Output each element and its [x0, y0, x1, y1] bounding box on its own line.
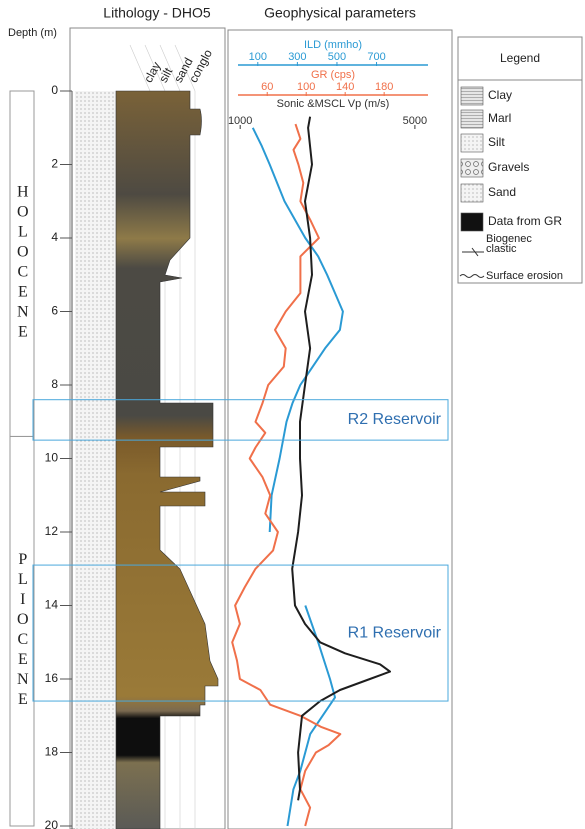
- legend-label: clastic: [486, 243, 517, 255]
- geophysics-title: Geophysical parameters: [264, 5, 416, 21]
- log-curve: [231, 123, 342, 827]
- legend-label: Gravels: [488, 160, 529, 174]
- x-tick-label: 500: [328, 51, 346, 63]
- y-tick-label: 0: [51, 83, 58, 97]
- log-curve: [291, 116, 391, 801]
- y-tick-label: 12: [45, 524, 59, 538]
- lithology-strip: [75, 91, 116, 829]
- y-tick-label: 8: [51, 377, 58, 391]
- x-tick-label: 700: [367, 51, 385, 63]
- x-tick-label: 100: [297, 81, 315, 93]
- y-tick-label: 6: [51, 304, 58, 318]
- grain-size-profile: [115, 90, 219, 829]
- legend-swatch: [460, 109, 484, 129]
- x-tick-label: 140: [336, 81, 354, 93]
- legend-swatch: [460, 133, 484, 153]
- legend-swatch: [460, 183, 484, 203]
- legend-label: Marl: [488, 111, 511, 125]
- reservoir-band: [32, 399, 449, 441]
- legend-title: Legend: [500, 51, 540, 65]
- lithology-title: Lithology - DHO5: [103, 5, 211, 21]
- reservoir-label: R1 Reservoir: [348, 624, 442, 641]
- x-tick-label: 100: [249, 51, 267, 63]
- legend-swatch: [460, 212, 484, 232]
- legend-swatch: [460, 86, 484, 106]
- legend-symbol: [459, 274, 485, 278]
- legend-label: Sand: [488, 185, 516, 199]
- axis-title: GR (cps): [311, 69, 355, 81]
- y-tick-label: 18: [45, 745, 59, 759]
- y-tick-label: 2: [51, 157, 58, 171]
- log-frame: [227, 29, 453, 829]
- axis-title: Sonic &MSCL Vp (m/s): [277, 98, 390, 110]
- x-tick-label: 1000: [228, 115, 252, 127]
- reservoir-band: [32, 564, 449, 702]
- x-tick-label: 60: [261, 81, 273, 93]
- legend-label: Surface erosion: [486, 270, 563, 282]
- y-tick-label: 10: [45, 451, 59, 465]
- epoch-box: [9, 435, 35, 827]
- legend-label: Data from GR: [488, 214, 562, 228]
- y-axis-title: Depth (m): [8, 27, 57, 39]
- x-tick-label: 300: [288, 51, 306, 63]
- log-curve: [251, 127, 344, 827]
- y-tick-label: 16: [45, 671, 59, 685]
- y-tick-label: 14: [45, 598, 59, 612]
- x-tick-label: 180: [375, 81, 393, 93]
- grain-size-label: silt: [156, 65, 176, 85]
- legend-swatch: [460, 158, 484, 178]
- legend-label: Clay: [488, 88, 512, 102]
- y-tick-label: 4: [51, 230, 58, 244]
- reservoir-label: R2 Reservoir: [348, 411, 442, 428]
- epoch-label: PLIOCENE: [14, 551, 31, 711]
- y-tick-label: 20: [45, 818, 59, 829]
- legend-symbol: [462, 247, 484, 257]
- legend-label: Silt: [488, 135, 505, 149]
- legend-box: [457, 36, 583, 284]
- x-tick-label: 5000: [403, 115, 427, 127]
- lithology-frame: [69, 27, 226, 829]
- epoch-label: HOLOCENE: [14, 184, 31, 344]
- axis-title: ILD (mmho): [304, 39, 362, 51]
- legend-label: Biogenec: [486, 233, 532, 245]
